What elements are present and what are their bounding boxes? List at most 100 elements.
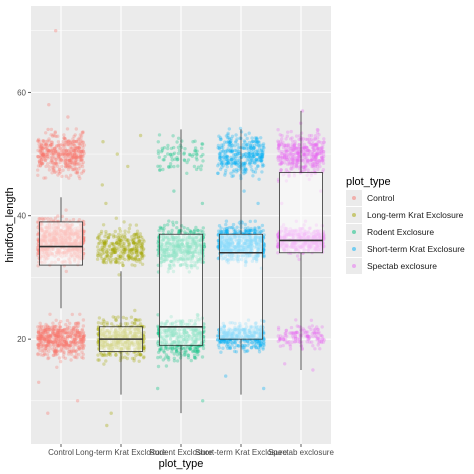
data-point: [192, 164, 197, 169]
data-point: [230, 161, 234, 165]
data-point: [195, 149, 199, 153]
data-point: [288, 152, 293, 156]
data-point: [157, 133, 162, 137]
data-point: [52, 331, 56, 336]
data-point: [115, 152, 120, 156]
data-point: [63, 143, 67, 148]
data-point: [162, 146, 167, 150]
data-point: [46, 340, 51, 344]
data-point: [62, 352, 66, 356]
data-point: [77, 145, 81, 150]
data-point: [117, 273, 121, 277]
data-point: [234, 167, 239, 172]
data-point: [54, 336, 59, 341]
data-point: [53, 170, 57, 174]
data-point: [51, 330, 55, 334]
data-point: [174, 350, 179, 354]
data-point: [106, 258, 111, 262]
data-point: [116, 242, 121, 246]
data-point: [72, 134, 76, 139]
data-point: [104, 359, 108, 363]
data-point: [76, 321, 81, 325]
data-point: [294, 146, 299, 150]
data-point: [74, 127, 79, 131]
data-point: [78, 146, 82, 151]
data-point: [122, 244, 126, 248]
data-point: [256, 140, 260, 144]
data-point: [79, 340, 84, 344]
data-point: [75, 331, 80, 336]
data-point: [218, 137, 223, 142]
data-point: [52, 337, 56, 341]
data-point: [73, 155, 77, 160]
data-point: [158, 226, 163, 230]
data-point: [46, 339, 51, 343]
data-point: [40, 161, 44, 165]
data-point: [317, 161, 322, 165]
data-point: [82, 334, 86, 339]
data-point: [52, 327, 56, 331]
data-point: [260, 223, 265, 228]
data-point: [224, 229, 229, 233]
data-point: [254, 157, 258, 162]
data-point: [320, 148, 324, 153]
data-point: [39, 334, 44, 339]
data-point: [135, 232, 139, 237]
data-point: [40, 157, 44, 162]
data-point: [307, 133, 312, 138]
data-point: [51, 151, 55, 155]
data-point: [74, 156, 78, 160]
data-point: [234, 149, 238, 153]
data-point: [36, 225, 40, 230]
data-point: [103, 353, 107, 357]
data-point: [73, 160, 77, 165]
data-point: [321, 158, 326, 162]
data-point: [97, 241, 102, 245]
data-point: [262, 343, 266, 347]
data-point: [216, 245, 220, 249]
data-point: [115, 260, 119, 264]
data-point: [67, 158, 72, 162]
data-point: [47, 340, 51, 344]
data-point: [158, 164, 162, 168]
data-point: [303, 167, 307, 171]
data-point: [47, 337, 52, 341]
data-point: [95, 257, 100, 261]
data-point: [228, 149, 232, 153]
data-point: [47, 148, 52, 153]
data-point: [184, 349, 188, 353]
data-point: [82, 344, 86, 348]
data-point: [55, 335, 59, 339]
data-point: [291, 161, 295, 165]
data-point: [255, 140, 259, 145]
data-point: [301, 148, 306, 152]
data-point: [253, 170, 258, 174]
data-point: [75, 325, 79, 329]
data-point: [40, 334, 44, 339]
data-point: [316, 148, 321, 152]
data-point: [57, 146, 62, 150]
data-point: [262, 253, 266, 258]
data-point: [69, 352, 74, 356]
data-point: [54, 338, 58, 342]
data-point: [59, 158, 63, 162]
data-point: [140, 254, 145, 258]
data-point: [65, 153, 69, 157]
data-point: [216, 164, 220, 168]
data-point: [70, 153, 75, 157]
data-point: [225, 162, 229, 166]
data-point: [242, 347, 246, 351]
data-point: [51, 134, 55, 138]
data-point: [80, 327, 85, 332]
data-point: [75, 399, 80, 403]
data-point: [303, 153, 307, 157]
data-point: [57, 343, 61, 347]
data-point: [54, 350, 58, 354]
data-point: [65, 343, 69, 347]
data-point: [290, 157, 295, 161]
data-point: [291, 155, 295, 159]
data-point: [176, 145, 181, 150]
data-point: [77, 335, 82, 339]
data-point: [287, 162, 291, 166]
data-point: [109, 253, 114, 258]
